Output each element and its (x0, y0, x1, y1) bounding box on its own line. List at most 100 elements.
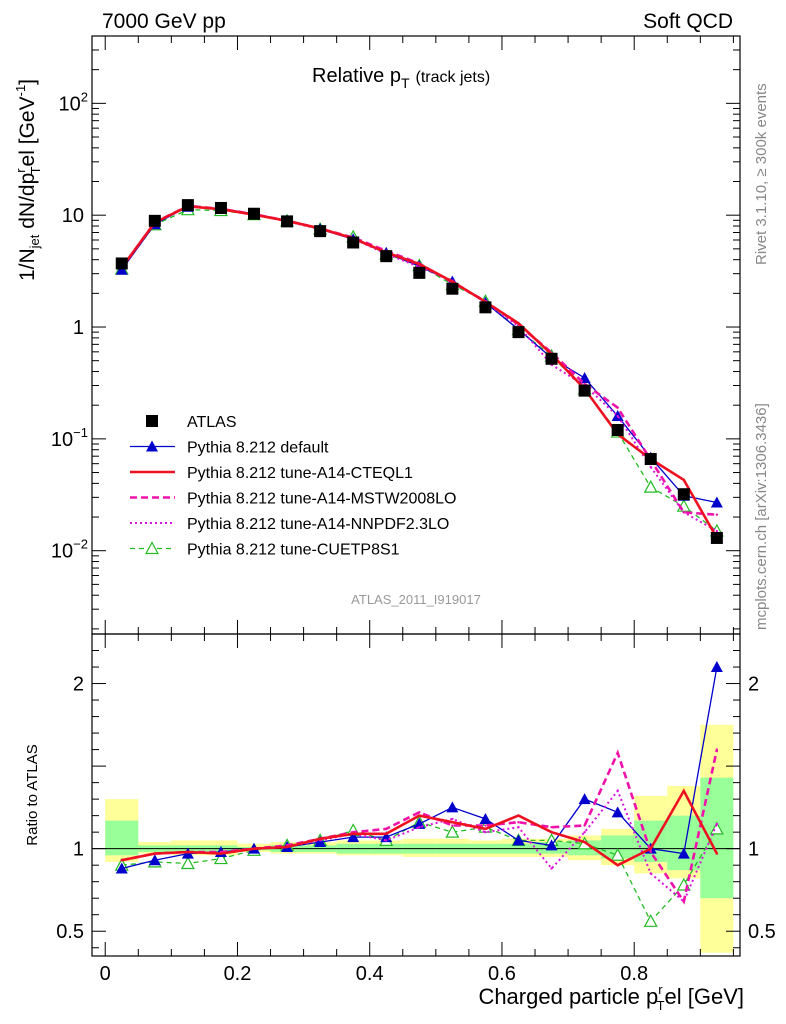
uncertainty-band-green (700, 777, 734, 899)
point-cteql1 (517, 322, 520, 325)
series-line-cteql1 (120, 204, 719, 539)
point-mstw (583, 382, 586, 386)
point-default (545, 839, 558, 851)
point-default (677, 847, 690, 859)
legend-marker-atlas (146, 415, 158, 427)
y-tick-label: 102 (59, 89, 88, 115)
point-nnpdf (385, 839, 388, 842)
point-cteql1 (517, 814, 520, 817)
point-cteql1 (418, 814, 421, 817)
point-cteql1 (649, 847, 652, 850)
point-cteql1 (318, 837, 322, 840)
point-default (479, 812, 492, 824)
point-mstw (484, 824, 487, 827)
point-nnpdf (649, 872, 652, 875)
x-tick-label: 0 (100, 963, 111, 985)
y-tick-label: 1 (73, 317, 84, 339)
ratio-ylabel: Ratio to ATLAS (24, 744, 41, 845)
point-cuetp8s1 (180, 856, 195, 870)
y-tick-label: 10−2 (51, 537, 88, 563)
legend-item-cteql1: Pythia 8.212 tune-A14-CTEQL1 (130, 465, 413, 482)
point-atlas (214, 201, 227, 214)
ratio-y-tick-label-right: 2 (748, 674, 759, 696)
x-tick-label: 0.4 (356, 963, 384, 985)
point-default (115, 862, 128, 874)
point-atlas (314, 225, 327, 238)
point-default (710, 496, 723, 508)
ratio-y-tick-label: 1 (73, 839, 84, 861)
series-cuetp8s1 (114, 202, 724, 537)
point-mstw (583, 824, 586, 827)
point-cteql1 (451, 821, 454, 824)
header-right: Soft QCD (643, 10, 733, 33)
x-tick-label: 0.8 (620, 963, 648, 985)
legend-item-atlas: ATLAS (146, 414, 237, 431)
legend-label-nnpdf: Pythia 8.212 tune-A14-NNPDF2.3LO (187, 516, 449, 533)
legend-label-cuetp8s1: Pythia 8.212 tune-CUETP8S1 (187, 542, 400, 559)
point-cteql1 (682, 478, 685, 482)
point-mstw (550, 826, 553, 829)
point-nnpdf (616, 414, 619, 418)
legend-item-cuetp8s1: Pythia 8.212 tune-CUETP8S1 (130, 541, 400, 559)
point-cteql1 (351, 832, 355, 836)
point-cteql1 (385, 832, 388, 836)
point-default (512, 834, 525, 846)
point-default (611, 806, 624, 818)
point-atlas (677, 488, 690, 501)
point-default (148, 854, 161, 866)
ratio-y-tick-label-right: 1 (748, 839, 759, 861)
point-mstw (517, 821, 520, 824)
x-tick-label: 0.2 (224, 963, 252, 985)
series-cteql1 (120, 788, 719, 867)
y-tick-label: 10 (62, 205, 84, 227)
ratio-panel: 0.5 0.5 1 1 2 2 0 0.2 0.4 0.6 0.8 (56, 633, 776, 985)
point-atlas (611, 424, 624, 437)
point-cteql1 (252, 847, 256, 850)
watermark: ATLAS_2011_I919017 (351, 592, 481, 607)
point-cteql1 (715, 852, 719, 855)
point-mstw (649, 850, 652, 854)
point-cteql1 (285, 845, 289, 849)
point-cteql1 (418, 262, 421, 266)
point-atlas (545, 352, 558, 365)
point-atlas (644, 453, 657, 466)
legend-marker-cuetp8s1 (144, 541, 160, 555)
y-tick-label: 10−1 (51, 425, 88, 451)
ratio-frame (91, 633, 741, 957)
legend-label-default: Pythia 8.212 default (187, 440, 329, 457)
x-axis-label: Charged particle pr Tel [GeV] (478, 982, 744, 1013)
series-line-nnpdf (120, 205, 718, 532)
main-ylabel: 1/Njet dN/dprTel [GeV-1] (13, 79, 43, 281)
point-mstw (715, 513, 719, 516)
point-cuetp8s1 (643, 914, 658, 927)
uncertainty-band-green (105, 820, 139, 856)
mcplots-info: mcplots.cern.ch [arXiv:1306.3436] (753, 403, 770, 630)
point-mstw (385, 827, 388, 831)
header-left: 7000 GeV pp (102, 10, 226, 33)
point-nnpdf (715, 529, 719, 533)
point-atlas (181, 199, 194, 212)
point-default (347, 831, 360, 843)
point-atlas (512, 326, 525, 339)
point-mstw (616, 406, 619, 409)
main-title: Relative pT (track jets) (312, 65, 490, 91)
point-atlas (148, 214, 161, 227)
x-tick-label: 0.6 (488, 963, 516, 985)
point-atlas (446, 282, 459, 295)
point-atlas (380, 250, 393, 263)
uncertainty-band-green (667, 815, 701, 871)
legend-label-mstw: Pythia 8.212 tune-A14-MSTW2008LO (187, 491, 456, 508)
point-atlas (479, 301, 492, 314)
point-default (446, 801, 459, 813)
ratio-y-tick-label: 2 (73, 674, 84, 696)
point-cteql1 (451, 280, 454, 283)
point-mstw (451, 824, 454, 827)
point-cteql1 (682, 789, 685, 793)
legend-item-nnpdf: Pythia 8.212 tune-A14-NNPDF2.3LO (130, 516, 449, 533)
series-nnpdf (120, 205, 719, 533)
point-nnpdf (550, 867, 553, 870)
point-atlas (710, 531, 723, 544)
point-cteql1 (219, 852, 223, 855)
ratio-y-tick-label-right: 0.5 (748, 921, 776, 943)
